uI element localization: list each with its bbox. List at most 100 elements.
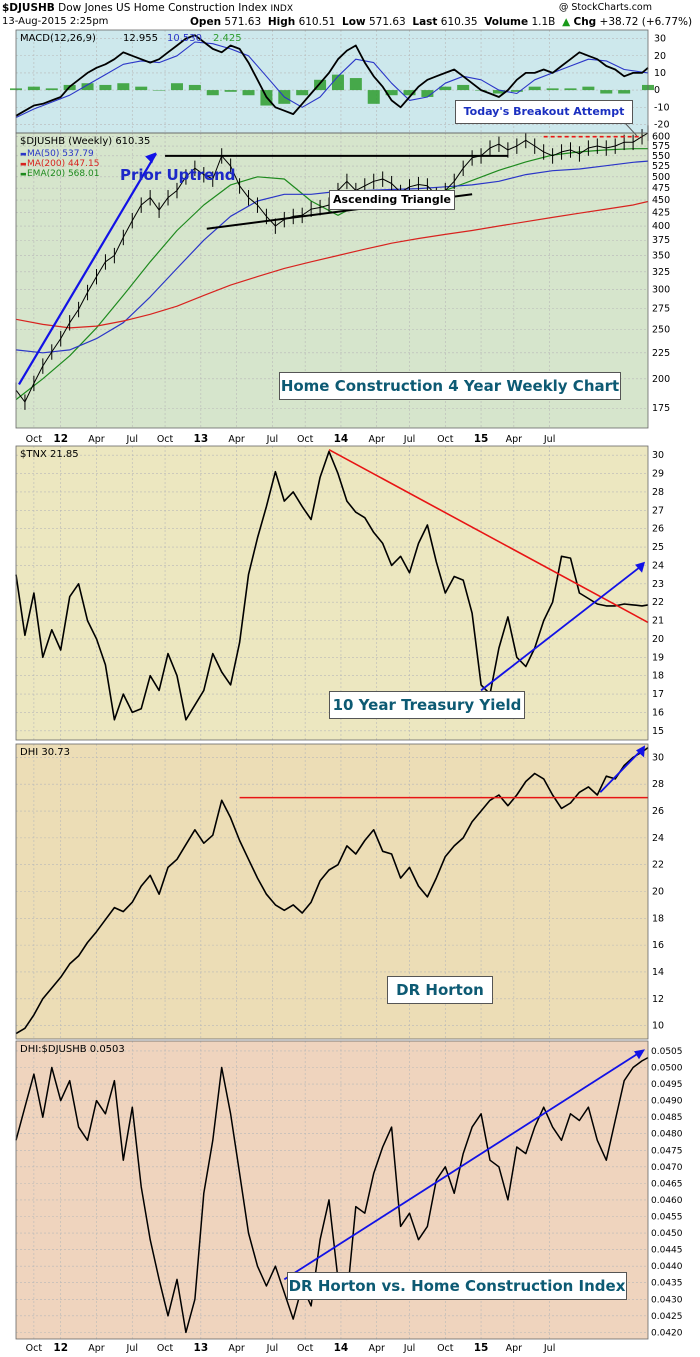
y-tick-macd-4: 20 (654, 51, 666, 62)
tnx-title: $TNX 21.85 (20, 449, 79, 460)
macd-histogram-bar (403, 90, 416, 96)
y-tick-ratio-0: 0.0420 (651, 1328, 683, 1338)
y-tick-dhi-6: 22 (652, 860, 664, 871)
tnx-downtrend-line (328, 448, 649, 624)
y-tick-tnx-4: 19 (652, 652, 664, 663)
y-tick-tnx-14: 29 (652, 469, 664, 480)
macd-histogram-bar (242, 90, 255, 96)
macd-title: MACD(12,26,9) (20, 33, 96, 44)
volume-value: 1.1B (531, 16, 556, 28)
y-tick-ratio-17: 0.0505 (651, 1047, 683, 1057)
x-tick-label-price-13: 15 (474, 433, 489, 445)
y-tick-ratio-4: 0.0440 (651, 1262, 683, 1272)
macd-histogram-bar (45, 88, 58, 91)
x-tick-label-ratio-1: 12 (53, 1342, 68, 1354)
y-tick-tnx-0: 15 (652, 726, 664, 737)
x-tick-label-price-11: Jul (403, 434, 415, 445)
ratio-uptrend-arrow (283, 1050, 643, 1281)
breakout-callout: Today's Breakout Attempt (455, 100, 633, 124)
last-value: 610.35 (440, 16, 478, 28)
x-tick-label-price-7: Jul (266, 434, 278, 445)
date-row: 13-Aug-2015 2:25pm (2, 16, 109, 27)
y-tick-tnx-12: 27 (652, 505, 664, 516)
macd-histogram-bar (564, 88, 577, 91)
x-tick-label-ratio-10: Apr (368, 1343, 385, 1354)
x-tick-label-ratio-14: Apr (506, 1343, 523, 1354)
y-tick-ratio-9: 0.0465 (651, 1179, 683, 1189)
macd-histogram-bar (296, 90, 309, 96)
y-tick-tnx-1: 16 (652, 707, 664, 718)
source-credit: @ StockCharts.com (558, 2, 652, 13)
tnx-line (15, 450, 649, 721)
x-tick-label-ratio-7: Jul (266, 1343, 278, 1354)
x-tick-label-price-4: Oct (157, 434, 174, 445)
y-tick-tnx-6: 21 (652, 616, 664, 627)
y-tick-price-1: 200 (652, 374, 670, 385)
macd-histogram-bar (117, 83, 130, 91)
exchange: INDX (270, 4, 293, 14)
x-tick-label-price-12: Oct (437, 434, 454, 445)
home-construction-label: Home Construction 4 Year Weekly Chart (279, 372, 621, 400)
x-tick-label-price-10: Apr (368, 434, 385, 445)
y-tick-tnx-15: 30 (652, 450, 664, 461)
macd-histogram-value: 2.425 (213, 33, 242, 44)
prior-uptrend-label: Prior Uptrend (120, 166, 236, 184)
macd-histogram-bar (206, 90, 219, 96)
macd-histogram-bar (170, 83, 183, 91)
y-tick-ratio-1: 0.0425 (651, 1312, 683, 1322)
x-tick-label-price-5: 13 (194, 433, 209, 445)
macd-histogram-bar (618, 90, 631, 94)
macd-signal-line (15, 41, 649, 118)
macd-histogram-bar (81, 83, 94, 91)
panel-border-dhi (15, 743, 649, 1040)
x-tick-label-ratio-8: Oct (297, 1343, 314, 1354)
x-tick-label-ratio-13: 15 (474, 1342, 489, 1354)
y-tick-ratio-13: 0.0485 (651, 1113, 683, 1123)
y-tick-ratio-10: 0.0470 (651, 1163, 683, 1173)
y-tick-price-12: 475 (652, 183, 670, 194)
y-tick-tnx-8: 23 (652, 579, 664, 590)
y-tick-price-2: 225 (652, 348, 670, 359)
x-tick-label-price-3: Jul (126, 434, 138, 445)
x-tick-label-ratio-2: Apr (88, 1343, 105, 1354)
macd-signal-value: 10.530 (167, 33, 202, 44)
y-tick-ratio-8: 0.0460 (651, 1196, 683, 1206)
tnx-uptrend-arrow (480, 564, 643, 692)
y-tick-ratio-2: 0.0430 (651, 1295, 683, 1305)
panel-border-ratio (15, 1040, 649, 1340)
y-tick-price-8: 375 (652, 235, 670, 246)
y-tick-tnx-11: 26 (652, 524, 664, 535)
y-tick-price-6: 325 (652, 267, 670, 278)
macd-histogram-bar (331, 74, 344, 91)
y-tick-ratio-5: 0.0445 (651, 1246, 683, 1256)
y-tick-tnx-13: 28 (652, 487, 664, 498)
y-tick-ratio-3: 0.0435 (651, 1279, 683, 1289)
y-tick-ratio-15: 0.0495 (651, 1080, 683, 1090)
macd-histogram-bar (188, 84, 201, 91)
y-tick-macd-3: 10 (654, 68, 666, 79)
ratio-line (15, 1056, 649, 1334)
macd-histogram-bar (439, 86, 452, 91)
y-tick-dhi-1: 12 (652, 994, 664, 1005)
y-tick-macd-2: 0 (654, 85, 660, 96)
y-tick-tnx-7: 22 (652, 597, 664, 608)
breakout-callout-pointer (624, 122, 638, 137)
dhi-line (15, 746, 649, 1035)
macd-histogram-bar (421, 90, 434, 97)
panel-border-tnx (15, 445, 649, 741)
y-tick-dhi-7: 24 (652, 833, 664, 844)
chart-header: $DJUSHB Dow Jones US Home Construction I… (0, 0, 700, 30)
x-tick-label-price-0: Oct (26, 434, 43, 445)
dhi-breakout-arrow-head (636, 745, 646, 758)
x-tick-label-ratio-11: Jul (403, 1343, 415, 1354)
macd-histogram-bar (600, 90, 613, 94)
prior-uptrend-arrow-head (145, 152, 157, 164)
x-tick-label-ratio-6: Apr (228, 1343, 245, 1354)
low-value: 571.63 (368, 16, 406, 28)
macd-histogram-bar (349, 78, 362, 91)
y-tick-tnx-5: 20 (652, 634, 664, 645)
up-arrow-icon: ▲ (562, 16, 571, 28)
y-tick-ratio-7: 0.0455 (651, 1212, 683, 1222)
y-tick-dhi-9: 28 (652, 779, 664, 790)
macd-histogram-bar (153, 90, 166, 91)
